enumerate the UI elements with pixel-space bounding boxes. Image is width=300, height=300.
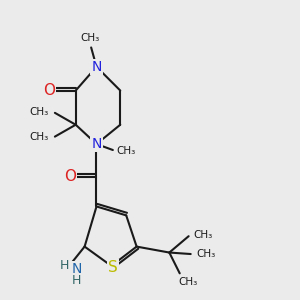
Text: CH₃: CH₃ [80, 33, 100, 43]
Text: CH₃: CH₃ [178, 277, 197, 287]
Text: N: N [91, 137, 102, 151]
Text: N: N [71, 262, 82, 276]
Text: S: S [108, 260, 118, 275]
Text: CH₃: CH₃ [193, 230, 212, 240]
Text: H: H [60, 259, 69, 272]
Text: CH₃: CH₃ [30, 107, 49, 117]
Text: N: N [91, 60, 102, 74]
Text: H: H [72, 274, 81, 287]
Text: CH₃: CH₃ [30, 132, 49, 142]
Text: CH₃: CH₃ [117, 146, 136, 156]
Text: CH₃: CH₃ [196, 249, 215, 259]
Text: O: O [43, 83, 55, 98]
Text: O: O [64, 169, 76, 184]
